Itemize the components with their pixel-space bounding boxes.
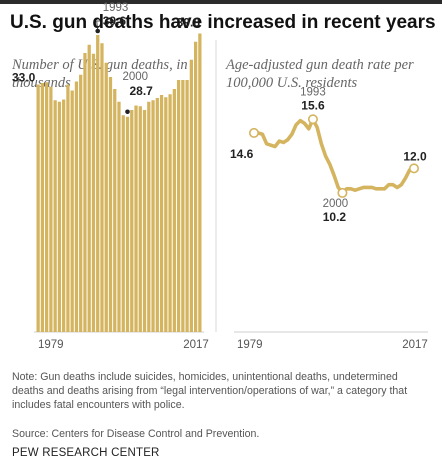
bar-tick-label-start: 1979 [38, 339, 64, 351]
top-rule [0, 0, 442, 4]
bar-1995 [104, 62, 108, 332]
bar-1992 [91, 53, 96, 332]
line-series [252, 117, 416, 195]
bar-2000 [125, 116, 130, 332]
bar-1980 [40, 83, 45, 332]
bar-1998 [117, 101, 121, 332]
bar-1997 [113, 89, 117, 332]
bar-data-label-2017: 39.8 [177, 16, 201, 30]
bar-2009 [164, 97, 168, 332]
bar-2017 [198, 33, 202, 332]
bar-1983 [53, 100, 57, 332]
bar-1988 [74, 81, 79, 332]
line-tick-label-start: 1979 [237, 339, 263, 351]
line-year-label-2000: 2000 [323, 198, 349, 210]
bar-1991 [87, 44, 91, 332]
bar-2014 [185, 80, 189, 332]
bar-tick-label-end: 2017 [183, 339, 209, 351]
bar-2004 [142, 110, 147, 332]
bar-year-label-1993: 1993 [103, 2, 129, 14]
bar-1999 [121, 115, 125, 332]
bar-2006 [151, 100, 155, 332]
bar-data-label-1979: 33.0 [12, 71, 36, 85]
line-marker-1993 [307, 114, 318, 125]
line-data-label-2000: 10.2 [323, 210, 347, 224]
bar-1982 [49, 86, 53, 332]
page-title: U.S. gun deaths have increased in recent… [10, 12, 436, 33]
bar-1990 [83, 53, 87, 332]
bar-2003 [138, 106, 142, 332]
line-chart-subtitle: Age-adjusted gun death rate per 100,000 … [226, 57, 414, 91]
bar-1981 [45, 82, 49, 332]
line-marker-2017 [408, 163, 419, 174]
bar-1986 [66, 84, 70, 332]
bar-leader-1993 [96, 20, 101, 32]
bar-1985 [62, 99, 66, 332]
line-year-label-1993: 1993 [300, 86, 326, 98]
bar-2015 [189, 59, 193, 332]
bar-data-label-2000: 28.7 [130, 84, 154, 98]
line-marker-2000 [337, 187, 348, 198]
bar-1993 [96, 35, 100, 332]
organization-credit: PEW RESEARCH CENTER [12, 447, 160, 459]
bar-1989 [79, 74, 83, 332]
bar-year-label-2000: 2000 [123, 71, 149, 83]
line-data-label-2017: 12.0 [403, 149, 427, 163]
bar-2010 [168, 94, 172, 332]
bar-1994 [100, 43, 104, 332]
bar-2005 [147, 101, 151, 332]
bar-1996 [108, 77, 113, 332]
bar-2012 [176, 80, 181, 332]
bar-2001 [130, 110, 134, 332]
chart-source: Source: Centers for Disease Control and … [12, 428, 260, 440]
chart-note: Note: Gun deaths include suicides, homic… [12, 371, 408, 412]
bar-2007 [155, 98, 159, 332]
bar-1979 [36, 84, 40, 332]
bar-1984 [57, 101, 62, 332]
line-marker-1979 [249, 127, 260, 138]
bar-1987 [70, 90, 74, 332]
line-data-label-1993: 15.6 [301, 98, 325, 112]
bar-marker-2000 [125, 109, 130, 115]
bar-2016 [193, 41, 198, 332]
bar-2002 [134, 105, 138, 332]
bar-2008 [159, 95, 164, 332]
bar-2011 [172, 89, 176, 332]
line-tick-label-end: 2017 [402, 339, 428, 351]
line-data-label-1979: 14.6 [230, 147, 254, 161]
bar-data-label-1993: 39.6 [103, 14, 127, 28]
bar-2013 [181, 80, 185, 332]
